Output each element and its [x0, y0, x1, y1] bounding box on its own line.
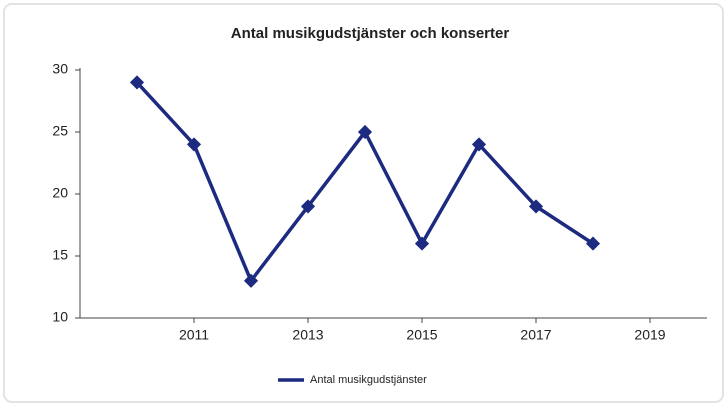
y-tick-label: 10 — [52, 309, 68, 325]
data-point — [300, 199, 316, 214]
data-point — [585, 236, 601, 251]
data-point — [471, 137, 487, 152]
data-point — [357, 124, 373, 140]
x-tick-label: 2011 — [179, 327, 209, 343]
y-tick-label: 20 — [52, 185, 68, 201]
x-tick-label: 2017 — [520, 327, 551, 343]
chart-title: Antal musikgudstjänster och konserter — [231, 25, 510, 42]
x-tick-label: 2019 — [634, 327, 665, 343]
data-point — [243, 273, 259, 288]
y-tick-label: 30 — [52, 61, 68, 77]
y-tick-label: 25 — [52, 123, 68, 139]
chart-frame — [3, 3, 724, 403]
data-point — [186, 137, 202, 152]
legend-label: Antal musikgudstjänster — [310, 374, 427, 386]
data-point — [528, 199, 544, 214]
y-tick-label: 15 — [52, 247, 68, 263]
x-tick-label: 2013 — [292, 327, 323, 343]
x-tick-label: 2015 — [406, 327, 437, 343]
data-point — [414, 236, 430, 251]
